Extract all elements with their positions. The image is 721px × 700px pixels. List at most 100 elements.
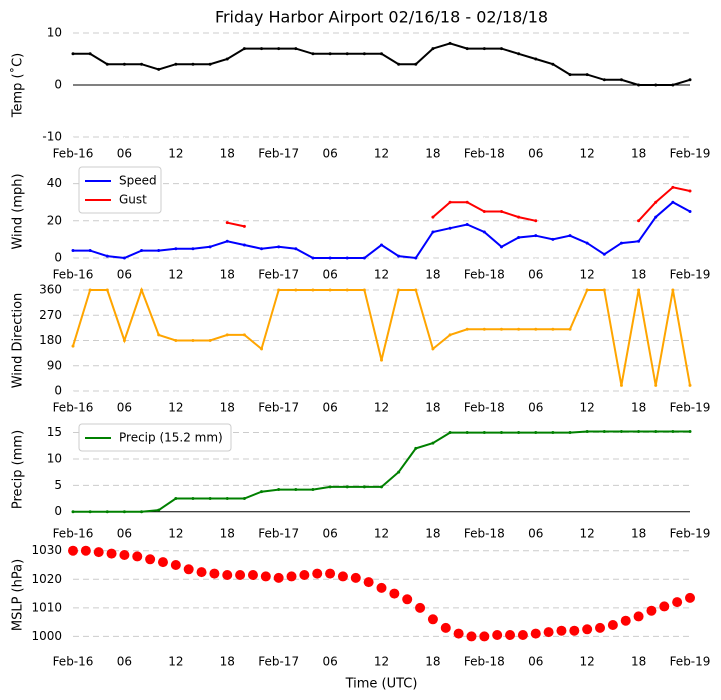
x-tick-label: 12	[374, 527, 389, 541]
y-tick-label: 5	[54, 478, 62, 492]
point	[376, 582, 387, 593]
point	[345, 288, 349, 292]
point	[328, 485, 332, 489]
point	[431, 441, 435, 445]
point	[482, 47, 486, 51]
x-tick-label: Feb-19	[670, 268, 711, 282]
point	[479, 631, 490, 642]
point	[431, 230, 435, 234]
point	[140, 510, 144, 514]
point	[88, 52, 92, 56]
x-tick-label: 12	[580, 655, 595, 669]
point	[88, 288, 92, 292]
point	[397, 470, 401, 474]
point	[225, 333, 229, 337]
y-tick-label: 1030	[31, 543, 62, 557]
point	[119, 550, 130, 560]
x-axis-label: Time (UTC)	[345, 677, 418, 692]
point	[174, 62, 178, 66]
x-tick-label: 12	[580, 147, 595, 161]
x-tick-label: 06	[322, 268, 337, 282]
point	[363, 577, 374, 588]
point	[277, 288, 281, 292]
point	[208, 62, 212, 66]
x-tick-label: 18	[220, 147, 235, 161]
point	[517, 630, 528, 640]
legend-label: Gust	[119, 193, 147, 207]
point	[145, 554, 156, 565]
point	[362, 485, 366, 489]
point	[294, 488, 298, 492]
point	[619, 430, 623, 433]
legend-label: Speed	[119, 174, 157, 188]
point	[311, 256, 315, 260]
y-tick-label: 0	[54, 78, 62, 92]
point	[325, 568, 336, 579]
point	[88, 249, 92, 253]
point	[157, 67, 161, 71]
point	[140, 249, 144, 253]
point	[345, 52, 349, 56]
point	[427, 614, 438, 625]
point	[299, 570, 310, 580]
point	[499, 210, 503, 213]
x-tick-label: Feb-19	[670, 401, 711, 415]
point	[397, 62, 401, 66]
legend: Speed Gust	[78, 166, 162, 214]
point	[414, 256, 418, 260]
legend-box	[78, 423, 232, 452]
point	[465, 200, 469, 204]
point	[534, 327, 538, 331]
point	[350, 572, 361, 583]
point	[551, 62, 555, 66]
point	[397, 288, 401, 292]
x-tick-label: Feb-17	[258, 655, 299, 669]
y-tick-label: 1000	[31, 629, 62, 643]
point	[582, 624, 593, 635]
y-axis-label: Wind (mph)	[11, 173, 26, 249]
x-tick-label: Feb-19	[670, 655, 711, 669]
point	[688, 78, 692, 82]
x-tick-label: 12	[168, 147, 183, 161]
point	[328, 52, 332, 56]
point	[688, 383, 692, 387]
point	[448, 200, 452, 204]
point	[389, 588, 400, 599]
point	[247, 570, 258, 580]
y-tick-label: 0	[54, 384, 62, 398]
point	[328, 256, 332, 260]
x-tick-label: 06	[117, 268, 132, 282]
point	[345, 256, 349, 260]
point	[448, 41, 452, 45]
y-axis-label: Precip (mm)	[11, 430, 26, 509]
point	[122, 256, 126, 260]
point	[431, 47, 435, 51]
point	[602, 288, 606, 292]
point	[568, 234, 572, 238]
point	[311, 488, 315, 492]
point	[312, 568, 323, 579]
point	[415, 602, 426, 613]
series-line	[73, 200, 691, 260]
point	[637, 239, 641, 243]
y-tick-label: 270	[39, 308, 62, 322]
point	[688, 210, 692, 213]
point	[157, 508, 161, 512]
point	[551, 237, 555, 241]
point	[619, 383, 623, 387]
point	[414, 288, 418, 292]
x-tick-label: 18	[425, 268, 440, 282]
x-tick-label: Feb-16	[53, 147, 94, 161]
y-axis-label: MSLP (hPa)	[11, 559, 26, 631]
point	[551, 327, 555, 331]
point	[208, 339, 212, 342]
x-tick-label: 18	[631, 268, 646, 282]
x-tick-label: 06	[322, 147, 337, 161]
point	[260, 47, 264, 51]
x-tick-label: Feb-18	[464, 655, 505, 669]
point	[568, 327, 572, 331]
x-tick-label: 06	[528, 401, 543, 415]
point	[122, 62, 126, 66]
point	[448, 431, 452, 435]
